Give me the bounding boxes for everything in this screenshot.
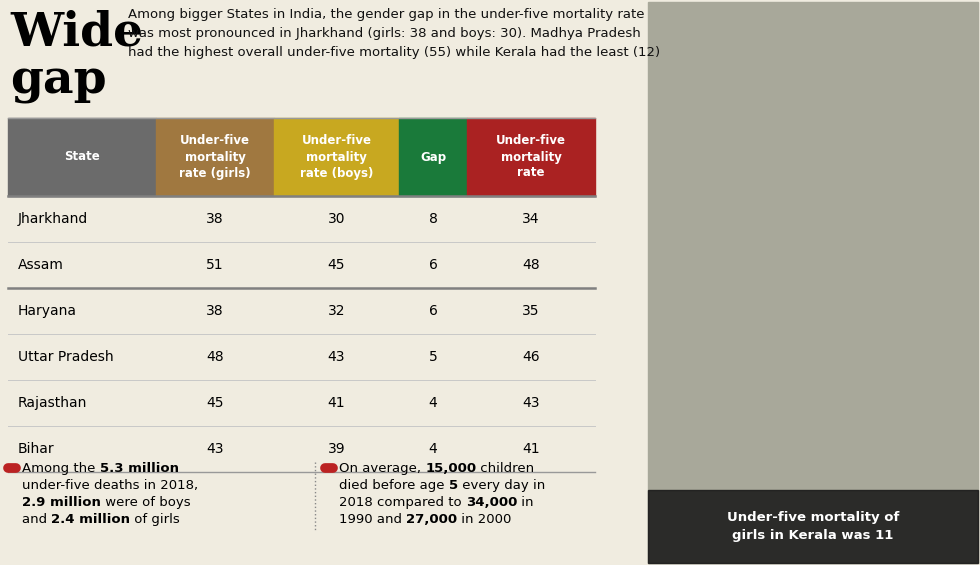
Text: 38: 38: [206, 304, 223, 318]
Text: Assam: Assam: [18, 258, 64, 272]
Text: was most pronounced in Jharkhand (girls: 38 and boys: 30). Madhya Pradesh: was most pronounced in Jharkhand (girls:…: [128, 27, 641, 40]
Text: 8: 8: [428, 212, 437, 226]
Bar: [274, 118, 399, 196]
Text: Under-five
mortality
rate: Under-five mortality rate: [496, 134, 566, 180]
Text: Jharkhand: Jharkhand: [18, 212, 88, 226]
Bar: [8, 288, 595, 334]
Text: 51: 51: [206, 258, 223, 272]
Bar: [8, 196, 595, 242]
Text: every day in: every day in: [458, 479, 545, 492]
Text: 4: 4: [428, 442, 437, 456]
Text: Bihar: Bihar: [18, 442, 55, 456]
Text: Haryana: Haryana: [18, 304, 77, 318]
Text: 39: 39: [327, 442, 345, 456]
Bar: [8, 118, 156, 196]
Text: 30: 30: [327, 212, 345, 226]
Text: 6: 6: [428, 304, 437, 318]
Text: 34,000: 34,000: [466, 496, 517, 509]
Text: Wide: Wide: [10, 10, 143, 56]
Text: 41: 41: [327, 396, 345, 410]
Text: in: in: [517, 496, 534, 509]
Text: State: State: [64, 150, 100, 163]
Text: Under-five mortality of
girls in Kerala was 11: Under-five mortality of girls in Kerala …: [727, 511, 900, 542]
Text: 6: 6: [428, 258, 437, 272]
Text: Among bigger States in India, the gender gap in the under-five mortality rate: Among bigger States in India, the gender…: [128, 8, 645, 21]
Text: 48: 48: [522, 258, 540, 272]
Text: 2.9 million: 2.9 million: [22, 496, 101, 509]
Text: 43: 43: [327, 350, 345, 364]
Text: Under-five
mortality
rate (girls): Under-five mortality rate (girls): [179, 134, 251, 180]
Text: children: children: [476, 462, 534, 475]
Bar: [8, 380, 595, 426]
Text: and: and: [22, 513, 51, 526]
Text: Under-five
mortality
rate (boys): Under-five mortality rate (boys): [300, 134, 373, 180]
Bar: [648, 490, 978, 563]
Text: under-five deaths in 2018,: under-five deaths in 2018,: [22, 479, 198, 492]
Text: Among the: Among the: [22, 462, 100, 475]
Text: 45: 45: [206, 396, 223, 410]
Text: had the highest overall under-five mortality (55) while Kerala had the least (12: had the highest overall under-five morta…: [128, 46, 661, 59]
Text: 15,000: 15,000: [425, 462, 476, 475]
Text: gap: gap: [10, 58, 107, 104]
Text: 5: 5: [449, 479, 458, 492]
Bar: [156, 118, 274, 196]
Text: Gap: Gap: [420, 150, 446, 163]
Text: 34: 34: [522, 212, 540, 226]
Text: died before age: died before age: [339, 479, 449, 492]
Text: 5: 5: [428, 350, 437, 364]
Text: 35: 35: [522, 304, 540, 318]
Bar: [648, 2, 978, 563]
Bar: [8, 426, 595, 472]
Bar: [467, 118, 595, 196]
Text: Rajasthan: Rajasthan: [18, 396, 87, 410]
Text: 41: 41: [522, 442, 540, 456]
Text: 27,000: 27,000: [407, 513, 458, 526]
Bar: [8, 334, 595, 380]
Text: 46: 46: [522, 350, 540, 364]
Text: were of boys: were of boys: [101, 496, 190, 509]
Text: On average,: On average,: [339, 462, 425, 475]
Text: 2.4 million: 2.4 million: [51, 513, 130, 526]
Text: in 2000: in 2000: [458, 513, 512, 526]
Text: 48: 48: [206, 350, 223, 364]
Text: of girls: of girls: [130, 513, 180, 526]
Text: 4: 4: [428, 396, 437, 410]
Bar: [8, 242, 595, 288]
Text: 32: 32: [327, 304, 345, 318]
Text: 5.3 million: 5.3 million: [100, 462, 178, 475]
Text: 43: 43: [522, 396, 540, 410]
Text: 2018 compared to: 2018 compared to: [339, 496, 466, 509]
Text: Uttar Pradesh: Uttar Pradesh: [18, 350, 114, 364]
Text: 1990 and: 1990 and: [339, 513, 407, 526]
Bar: [399, 118, 467, 196]
Text: 38: 38: [206, 212, 223, 226]
Text: 43: 43: [206, 442, 223, 456]
Text: 45: 45: [327, 258, 345, 272]
